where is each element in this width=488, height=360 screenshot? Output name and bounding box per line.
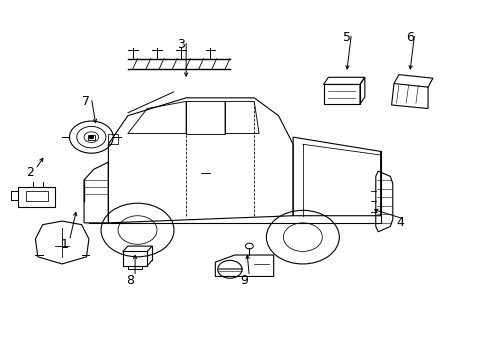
Text: 7: 7 (82, 95, 90, 108)
Text: 2: 2 (26, 166, 35, 179)
Text: 3: 3 (177, 38, 185, 51)
Text: 1: 1 (61, 238, 68, 251)
Bar (88, 135, 95, 140)
Bar (122, 251, 147, 266)
Text: 6: 6 (405, 31, 413, 44)
Bar (26, 191, 47, 202)
Circle shape (89, 135, 94, 139)
Text: 5: 5 (342, 31, 350, 44)
Text: 8: 8 (126, 274, 134, 287)
Text: 4: 4 (395, 216, 403, 229)
Text: 9: 9 (240, 274, 248, 287)
Bar (323, 85, 359, 104)
Bar (19, 187, 55, 207)
